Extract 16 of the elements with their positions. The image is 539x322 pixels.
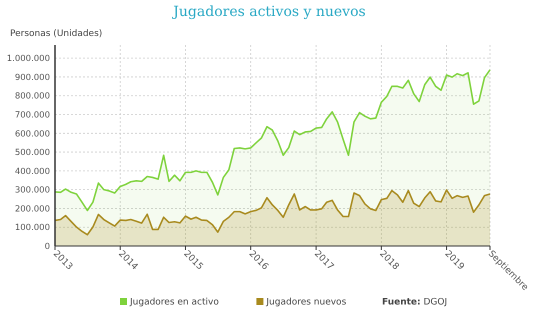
legend-label: Jugadores en activo bbox=[129, 298, 220, 308]
y-tick-label: 0 bbox=[44, 242, 50, 252]
y-tick-label: 400.000 bbox=[14, 166, 50, 177]
y-tick-label: 300.000 bbox=[14, 186, 50, 196]
y-tick-label: 900.000 bbox=[14, 72, 50, 83]
legend-label: Jugadores nuevos bbox=[265, 298, 347, 308]
chart-title: Jugadores activos y nuevos bbox=[171, 4, 366, 20]
y-tick-label: 200.000 bbox=[14, 204, 50, 214]
y-axis-title: Personas (Unidades) bbox=[10, 29, 102, 39]
y-tick-label: 500.000 bbox=[14, 148, 50, 158]
y-tick-label: 600.000 bbox=[14, 129, 50, 140]
y-tick-label: 800.000 bbox=[14, 92, 50, 102]
y-tick-label: 1.000.000 bbox=[6, 54, 50, 64]
source-note: Fuente: DGOJ bbox=[382, 298, 448, 308]
y-tick-label: 100.000 bbox=[14, 223, 50, 234]
y-tick-label: 700.000 bbox=[14, 110, 50, 120]
